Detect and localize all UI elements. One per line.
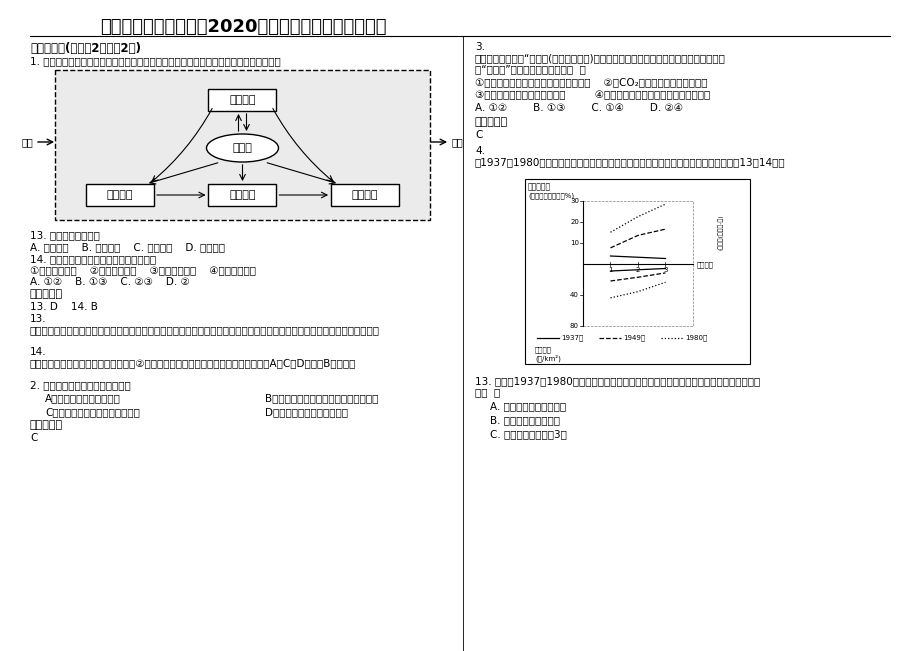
Text: 30: 30 <box>570 198 578 204</box>
Text: 40: 40 <box>570 292 578 298</box>
Text: 荒漠化面积: 荒漠化面积 <box>528 182 550 191</box>
Text: B. 人均耕地面积减少了: B. 人均耕地面积减少了 <box>490 415 560 425</box>
Text: 襘1937～1980内蒙古商都县土地耕垃、人口、放牧强度和荒漠化面积发展变化图。回等13～14题。: 襘1937～1980内蒙古商都县土地耕垃、人口、放牧强度和荒漠化面积发展变化图。… <box>474 157 785 167</box>
Text: 生猪饶养: 生猪饶养 <box>229 95 255 105</box>
Text: 近些年探测，海底“可燃冰(天然气水合物)储量极为丰富，其开发技术亦日趨成熟。开始利: 近些年探测，海底“可燃冰(天然气水合物)储量极为丰富，其开发技术亦日趨成熟。开始… <box>474 53 725 63</box>
Text: ①提高经济效益    ②加快城镇发展    ③提供清洁能源    ④促进民居集中: ①提高经济效益 ②加快城镇发展 ③提供清洁能源 ④促进民居集中 <box>30 266 255 276</box>
Text: (占土地总面积比重%): (占土地总面积比重%) <box>528 192 573 199</box>
Text: 13. 对该县1937～1980年土地耕垃、人口、放牧强度和荒漠化面积发展变化的分析，正确的: 13. 对该县1937～1980年土地耕垃、人口、放牧强度和荒漠化面积发展变化的… <box>474 376 759 386</box>
Text: B、扭转正在发展中的荒漠化土地的退化: B、扭转正在发展中的荒漠化土地的退化 <box>265 393 378 403</box>
Text: ③可取代水电站，改善大气质量         ④部分替代燤和石油，减轻对大气的污染: ③可取代水电站，改善大气质量 ④部分替代燤和石油，减轻对大气的污染 <box>474 90 709 100</box>
Text: 渔业养殖: 渔业养殖 <box>229 190 255 200</box>
Text: 1980年: 1980年 <box>685 335 707 341</box>
Bar <box>85 184 153 206</box>
Text: 3.: 3. <box>474 42 484 52</box>
Text: 20: 20 <box>570 219 578 225</box>
Text: 输出: 输出 <box>451 137 463 147</box>
Text: 题于中明确提到的是对乡村的作用，而②是加快城镇发展，不符合题于要求，故可排除A、C、D三项，B项正确。: 题于中明确提到的是对乡村的作用，而②是加快城镇发展，不符合题于要求，故可排除A、… <box>30 358 356 368</box>
Text: C. 荒漠化面积扩大约3倍: C. 荒漠化面积扩大约3倍 <box>490 429 566 439</box>
Text: 输入: 输入 <box>21 137 33 147</box>
Bar <box>209 89 277 111</box>
Text: 1949年: 1949年 <box>622 335 644 341</box>
Text: 1937年: 1937年 <box>561 335 583 341</box>
Text: 3: 3 <box>663 268 667 273</box>
Text: 水稻种植: 水稻种植 <box>107 190 133 200</box>
Text: 河北省邯郸市固镇中卦2020年高二地理联考试卷含解析: 河北省邯郸市固镇中卦2020年高二地理联考试卷含解析 <box>100 18 386 36</box>
Text: 2. 下列不属于防治荒漠化内容的是: 2. 下列不属于防治荒漠化内容的是 <box>30 380 130 390</box>
Text: 10: 10 <box>570 240 578 245</box>
Text: 14. 循环农业对建设美丽乡村的主要作用是: 14. 循环农业对建设美丽乡村的主要作用是 <box>30 254 156 264</box>
Text: C: C <box>474 130 482 140</box>
Text: 13.: 13. <box>30 314 47 324</box>
Bar <box>525 179 749 364</box>
Text: 人口密度: 人口密度 <box>535 346 551 353</box>
Text: A. 人口总数约翻了一番院: A. 人口总数约翻了一番院 <box>490 401 565 411</box>
Text: 沼气池: 沼气池 <box>233 143 252 153</box>
Text: A. ①②        B. ①③        C. ①④        D. ②④: A. ①② B. ①③ C. ①④ D. ②④ <box>474 103 682 113</box>
Text: A. 河套平原    B. 黄淤平原    C. 辽东丘陵    D. 闽浙丘陵: A. 河套平原 B. 黄淤平原 C. 辽东丘陵 D. 闽浙丘陵 <box>30 242 225 252</box>
Text: 1. 循环农业是美丽乡村建设的途径之一。下图示意某循环农业模式，读图回答下列各题。: 1. 循环农业是美丽乡村建设的途径之一。下图示意某循环农业模式，读图回答下列各题… <box>30 56 280 66</box>
Ellipse shape <box>206 134 278 162</box>
Text: D、恢复荒漠化土地的生产力: D、恢复荒漠化土地的生产力 <box>265 407 347 417</box>
Text: C: C <box>30 433 38 443</box>
Text: (人/km²): (人/km²) <box>535 354 561 361</box>
Text: (撇千亩(万公顿-地): (撇千亩(万公顿-地) <box>718 214 723 250</box>
Text: 80: 80 <box>570 323 578 329</box>
Text: 用“可燃冰”将产生的环境效益有（  ）: 用“可燃冰”将产生的环境效益有（ ） <box>474 64 585 74</box>
Text: A、预防潜在荒漠化的威胁: A、预防潜在荒漠化的威胁 <box>45 393 120 403</box>
Text: A. ①②    B. ①③    C. ②③    D. ②: A. ①② B. ①③ C. ②③ D. ② <box>30 277 189 287</box>
Text: 2: 2 <box>635 268 640 273</box>
Text: 参考答案：: 参考答案： <box>30 420 63 430</box>
Text: 从图中所给的循环农业模式中，我们可以提取到水稻、甘蔗种植和沼气等信息，所以最适宜该模式的是位于亚热带的闽浙丘陵。: 从图中所给的循环农业模式中，我们可以提取到水稻、甘蔗种植和沼气等信息，所以最适宜… <box>30 325 380 335</box>
Bar <box>583 201 692 326</box>
Text: 1: 1 <box>607 268 612 273</box>
Text: 13. D    14. B: 13. D 14. B <box>30 302 97 312</box>
Bar <box>55 70 429 220</box>
Text: 4.: 4. <box>474 146 484 156</box>
Text: ①可取代一些核电站，减少核废料的污染    ②无CO₂排放，减缓全球变暖速度: ①可取代一些核电站，减少核废料的污染 ②无CO₂排放，减缓全球变暖速度 <box>474 77 707 87</box>
Text: 是（  ）: 是（ ） <box>474 387 500 397</box>
Text: 参考答案：: 参考答案： <box>30 289 63 299</box>
Text: 放牧强度: 放牧强度 <box>697 262 713 268</box>
Text: 一、选择题(每小题2分，共2分): 一、选择题(每小题2分，共2分) <box>30 42 141 55</box>
Text: 参考答案：: 参考答案： <box>474 117 507 127</box>
Text: C、重点治理已遇沙丘入侵的地段: C、重点治理已遇沙丘入侵的地段 <box>45 407 140 417</box>
Text: 14.: 14. <box>30 347 47 357</box>
Bar <box>209 184 277 206</box>
Text: 13. 最适宜该模式的是: 13. 最适宜该模式的是 <box>30 230 100 240</box>
Bar <box>331 184 399 206</box>
Text: 甘蔗种植: 甘蔗种植 <box>351 190 378 200</box>
